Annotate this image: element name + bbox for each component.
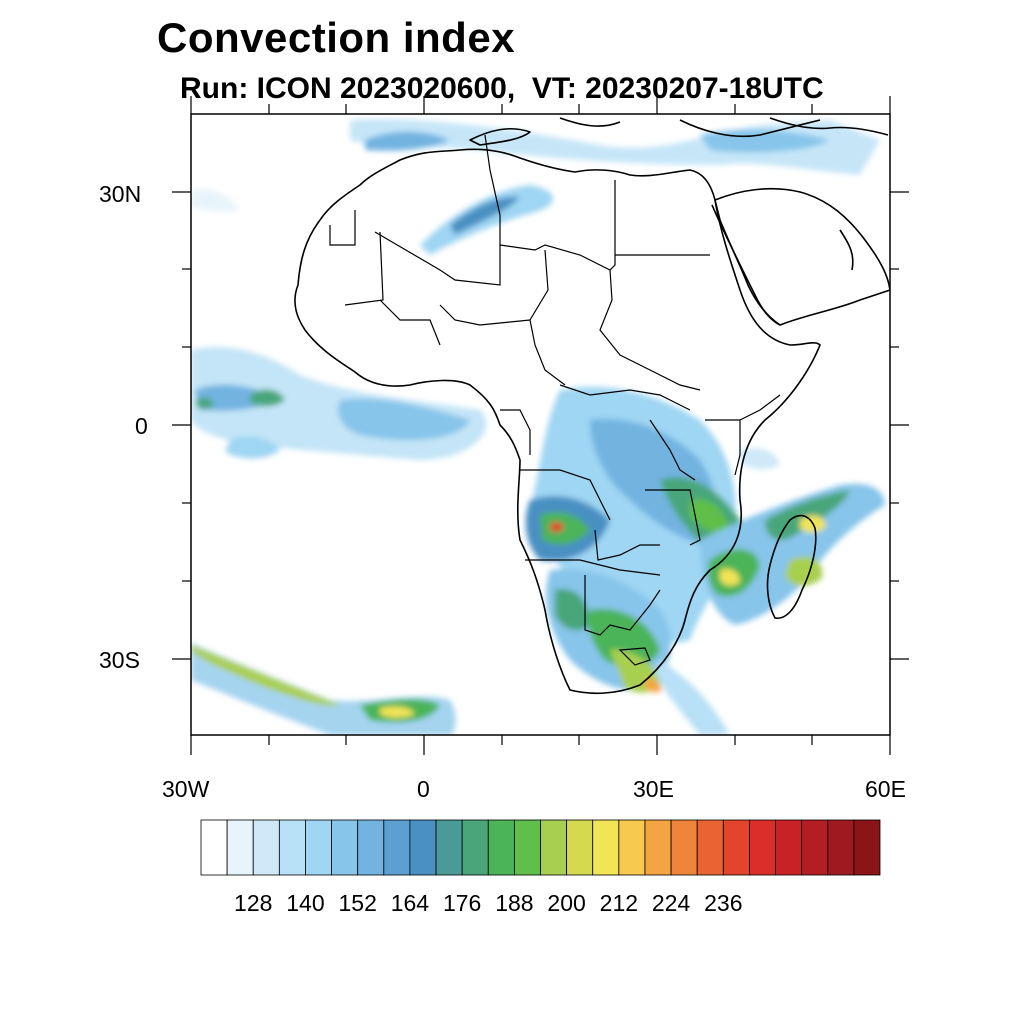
colorbar-tick-label: 152 — [339, 890, 377, 916]
colorbar-swatch — [252, 819, 280, 876]
coastlines — [294, 117, 890, 695]
lon-label-30e: 30E — [633, 776, 674, 802]
colorbar-swatch — [226, 819, 254, 876]
colorbar-tick-label: 212 — [600, 890, 638, 916]
colorbar-swatch — [435, 819, 463, 876]
colorbar-swatch — [461, 819, 489, 876]
convection-field — [191, 119, 885, 735]
colorbar-swatch — [827, 819, 855, 876]
colorbar-tick-label: 236 — [704, 890, 742, 916]
colorbar-swatch — [722, 819, 750, 876]
lon-label-0: 0 — [417, 776, 430, 802]
colorbar-swatch — [513, 819, 541, 876]
colorbar-swatch — [540, 819, 568, 876]
colorbar-swatch — [305, 819, 332, 876]
lon-label-60e: 60E — [865, 776, 906, 802]
colorbar-swatch — [644, 819, 672, 876]
axis-ticks — [172, 96, 909, 755]
colorbar-swatch — [278, 819, 306, 876]
colorbar-tick-label: 188 — [495, 890, 533, 916]
chart-title: Convection index — [157, 14, 516, 61]
colorbar: 128 140 152 164 176 188 200 212 224 236 — [200, 819, 881, 916]
chart-subtitle: Run: ICON 2023020600, VT: 20230207-18UTC — [180, 72, 824, 105]
colorbar-swatch — [566, 819, 594, 876]
colorbar-tick-label: 128 — [234, 890, 272, 916]
colorbar-swatch — [409, 819, 437, 876]
colorbar-swatch — [775, 819, 803, 876]
colorbar-swatch — [670, 819, 698, 876]
colorbar-tick-label: 176 — [443, 890, 481, 916]
colorbar-tick-label: 200 — [547, 890, 585, 916]
colorbar-swatch — [801, 819, 829, 876]
colorbar-swatch — [696, 819, 724, 876]
colorbar-swatch — [749, 819, 776, 876]
country-borders — [329, 134, 781, 666]
lon-label-30w: 30W — [162, 776, 210, 802]
lat-label-0: 0 — [135, 413, 148, 439]
lat-label-30n: 30N — [99, 181, 142, 207]
colorbar-tick-label: 140 — [286, 890, 324, 916]
colorbar-swatch — [200, 819, 228, 876]
colorbar-swatch — [383, 819, 411, 876]
colorbar-swatch — [331, 819, 359, 876]
colorbar-swatch — [618, 819, 646, 876]
colorbar-swatch — [853, 819, 881, 876]
colorbar-swatch — [592, 819, 620, 876]
colorbar-swatch — [487, 819, 515, 876]
colorbar-swatch — [357, 819, 385, 876]
colorbar-tick-label: 164 — [391, 890, 430, 916]
colorbar-tick-label: 224 — [652, 890, 691, 916]
lat-label-30s: 30S — [99, 647, 140, 673]
